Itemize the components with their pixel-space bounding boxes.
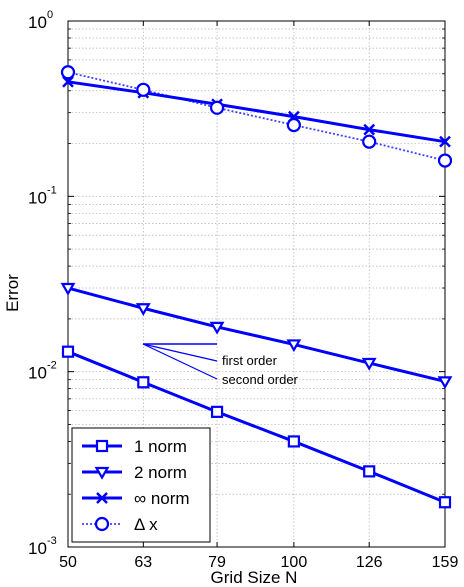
x-tick-label: 79 <box>208 554 226 571</box>
marker-triangle <box>437 376 453 390</box>
marker-square <box>137 376 150 389</box>
y-tick-label: 10 <box>28 539 47 558</box>
y-tick-label: 10 <box>28 364 47 383</box>
annotation-first-order: first order <box>222 353 278 368</box>
marker-triangle <box>135 303 151 316</box>
legend-label: 2 norm <box>134 463 187 482</box>
y-axis-label: Error <box>3 274 22 312</box>
marker-square <box>210 405 224 418</box>
y-tick-label-exponent: -3 <box>47 535 57 547</box>
marker-circle <box>60 65 76 80</box>
annotation-layer: first order second order <box>142 343 299 387</box>
series-0 <box>61 345 452 509</box>
series-line <box>67 350 446 504</box>
marker-triangle <box>94 466 110 480</box>
marker-x-stroke <box>96 492 108 504</box>
marker-circle <box>136 82 151 97</box>
marker-x <box>96 492 108 504</box>
marker-triangle <box>361 357 377 371</box>
marker-x <box>363 123 376 136</box>
x-tick-label: 63 <box>134 554 152 571</box>
annotation-second-order: second order <box>222 372 299 387</box>
marker-circle <box>94 516 110 532</box>
x-tick-label: 100 <box>281 554 308 571</box>
series-1 <box>60 282 453 390</box>
series-layer <box>60 65 453 509</box>
y-tick-label-exponent: -2 <box>47 360 57 372</box>
y-tick-label-exponent: -1 <box>47 184 57 196</box>
marker-square <box>363 465 376 478</box>
x-tick-label: 159 <box>432 554 459 571</box>
y-tick-label-exponent: 0 <box>47 9 53 21</box>
marker-circle <box>209 100 225 115</box>
marker-circle <box>362 134 377 149</box>
y-tick-label: 10 <box>28 188 47 207</box>
x-axis-label: Grid Size N <box>211 568 298 587</box>
marker-x <box>439 135 451 148</box>
marker-circle <box>286 117 301 133</box>
slope-indicator-first-order <box>142 343 218 362</box>
legend: 1 norm 2 norm ∞ norm Δ x <box>71 427 211 543</box>
x-tick-label: 50 <box>59 554 77 571</box>
marker-circle <box>437 153 453 168</box>
marker-square <box>61 345 75 358</box>
marker-triangle <box>286 339 302 353</box>
x-tick-label: 126 <box>356 554 383 571</box>
marker-x-stroke <box>363 123 376 136</box>
marker-square <box>438 496 452 509</box>
series-3 <box>60 65 453 168</box>
series-line <box>67 286 446 383</box>
marker-square <box>287 435 300 448</box>
legend-label: ∞ norm <box>134 489 190 508</box>
marker-square <box>95 439 109 453</box>
legend-label: 1 norm <box>134 437 187 456</box>
marker-triangle <box>209 321 225 335</box>
y-tick-label: 10 <box>28 13 47 32</box>
marker-x-stroke <box>439 135 451 148</box>
series-line <box>67 80 446 144</box>
legend-label: Δ x <box>134 515 158 534</box>
marker-triangle <box>60 282 76 296</box>
series-line <box>67 71 446 162</box>
slope-indicator-second-order <box>142 343 218 380</box>
